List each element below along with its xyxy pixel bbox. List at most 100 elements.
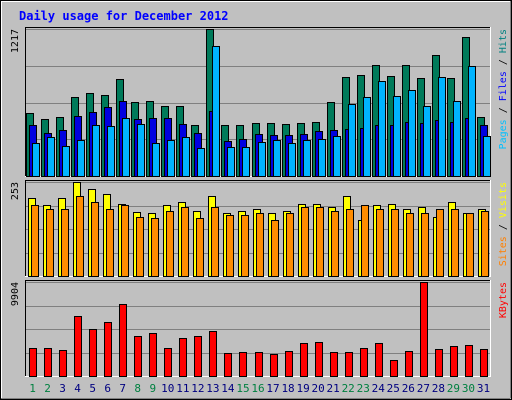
legend-part: /	[498, 101, 509, 119]
bar-sites-day-20	[316, 207, 324, 277]
x-tick-label-day-24: 24	[372, 382, 386, 395]
x-tick-label-day-17: 17	[266, 382, 279, 395]
bar-pages-day-27	[423, 106, 431, 177]
x-tick-label-day-27: 27	[417, 382, 430, 395]
x-tick-label-day-12: 12	[191, 382, 204, 395]
bar-kbytes-day-4	[74, 316, 82, 377]
x-tick-label-day-28: 28	[432, 382, 445, 395]
bar-pages-day-26	[408, 90, 416, 177]
bar-sites-day-16	[256, 213, 264, 277]
bar-pages-day-4	[77, 140, 85, 177]
chart-title: Daily usage for December 2012	[19, 9, 229, 23]
bar-sites-day-13	[211, 207, 219, 277]
bar-kbytes-day-18	[285, 351, 293, 377]
bar-sites-day-9	[151, 218, 159, 277]
bar-kbytes-day-14	[224, 353, 232, 377]
bar-sites-day-1	[31, 205, 39, 277]
x-tick-label-day-8: 8	[134, 382, 141, 395]
bar-pages-day-5	[92, 125, 100, 177]
bar-pages-day-28	[438, 77, 446, 177]
x-tick-label-day-7: 7	[119, 382, 126, 395]
bar-kbytes-day-27	[420, 282, 428, 377]
bar-kbytes-day-1	[29, 348, 37, 377]
bar-pages-day-21	[333, 136, 341, 177]
bar-kbytes-day-10	[164, 348, 172, 377]
bar-pages-day-6	[107, 126, 115, 177]
bar-sites-day-30	[466, 213, 474, 277]
bar-sites-day-4	[76, 196, 84, 277]
bar-sites-day-22	[346, 209, 354, 277]
bar-sites-day-25	[391, 209, 399, 277]
x-tick-label-day-25: 25	[387, 382, 400, 395]
bar-pages-day-31	[483, 136, 491, 177]
x-tick-label-day-21: 21	[327, 382, 340, 395]
bar-pages-day-12	[197, 148, 205, 177]
bar-sites-day-12	[196, 218, 204, 277]
x-tick-label-day-5: 5	[89, 382, 96, 395]
y-max-label: 9904	[10, 282, 21, 306]
bar-kbytes-day-15	[239, 352, 247, 377]
bar-kbytes-day-3	[59, 350, 67, 377]
chart-panels: 1217 Pages / Files / Hits 253 Sites / Visit…	[10, 27, 509, 377]
bar-sites-day-27	[421, 213, 429, 277]
x-tick-label-day-3: 3	[59, 382, 66, 395]
bar-pages-day-25	[393, 96, 401, 177]
bar-sites-day-15	[241, 215, 249, 277]
bar-sites-day-18	[286, 213, 294, 277]
bar-sites-day-2	[46, 209, 54, 277]
bar-pages-day-3	[62, 146, 70, 177]
bar-kbytes-day-19	[300, 343, 308, 377]
bar-pages-day-15	[242, 147, 250, 177]
bar-sites-day-7	[121, 205, 129, 277]
x-axis-tick-labels: 1 2 3 4 5 6 7 8 9 10 11 12 13 14 15 16 17 18 19 20 21 22 23 24 2…	[29, 382, 490, 395]
legend-part: KBytes	[498, 282, 509, 318]
bar-sites-day-10	[166, 211, 174, 277]
bar-pages-day-13	[212, 46, 220, 177]
bar-sites-day-11	[181, 207, 189, 277]
x-tick-label-day-6: 6	[104, 382, 111, 395]
series-legend-label: Sites / Visits	[498, 182, 509, 266]
bar-pages-day-10	[167, 140, 175, 177]
x-tick-label-day-15: 15	[236, 382, 249, 395]
bar-pages-day-30	[468, 66, 476, 177]
bar-pages-day-11	[182, 137, 190, 177]
panel-3: 9904 KBytes	[10, 280, 509, 377]
bar-kbytes-day-28	[435, 349, 443, 377]
bar-sites-day-23	[361, 205, 369, 277]
x-tick-label-day-11: 11	[176, 382, 189, 395]
bar-sites-day-17	[271, 220, 279, 277]
bar-kbytes-day-8	[134, 336, 142, 377]
legend-part: Files	[498, 71, 509, 101]
x-tick-label-day-10: 10	[161, 382, 174, 395]
x-tick-label-day-18: 18	[281, 382, 294, 395]
panel-1: 1217 Pages / Files / Hits	[10, 27, 509, 177]
bar-pages-day-17	[273, 140, 281, 177]
bar-pages-day-18	[288, 143, 296, 177]
bar-pages-day-7	[122, 118, 130, 177]
bar-kbytes-day-11	[179, 338, 187, 377]
bar-kbytes-day-25	[390, 360, 398, 377]
x-tick-label-day-2: 2	[44, 382, 51, 395]
x-tick-label-day-13: 13	[206, 382, 219, 395]
bar-kbytes-day-29	[450, 346, 458, 377]
bar-kbytes-day-9	[149, 333, 157, 377]
x-tick-label-day-14: 14	[221, 382, 235, 395]
legend-part: Visits	[498, 182, 509, 218]
bar-pages-day-9	[152, 143, 160, 177]
x-tick-label-day-1: 1	[29, 382, 36, 395]
bar-kbytes-day-26	[405, 351, 413, 377]
bar-kbytes-day-5	[89, 329, 97, 377]
x-tick-label-day-29: 29	[447, 382, 460, 395]
x-tick-label-day-23: 23	[357, 382, 370, 395]
bar-kbytes-day-24	[375, 343, 383, 377]
bar-kbytes-day-30	[465, 345, 473, 377]
bar-sites-day-28	[436, 209, 444, 277]
bar-pages-day-8	[137, 124, 145, 177]
y-max-label: 1217	[10, 29, 21, 53]
bar-sites-day-21	[331, 211, 339, 277]
bar-pages-day-1	[32, 143, 40, 177]
legend-part: Pages	[498, 119, 509, 149]
y-max-label: 253	[10, 182, 21, 200]
legend-part: /	[498, 53, 509, 71]
